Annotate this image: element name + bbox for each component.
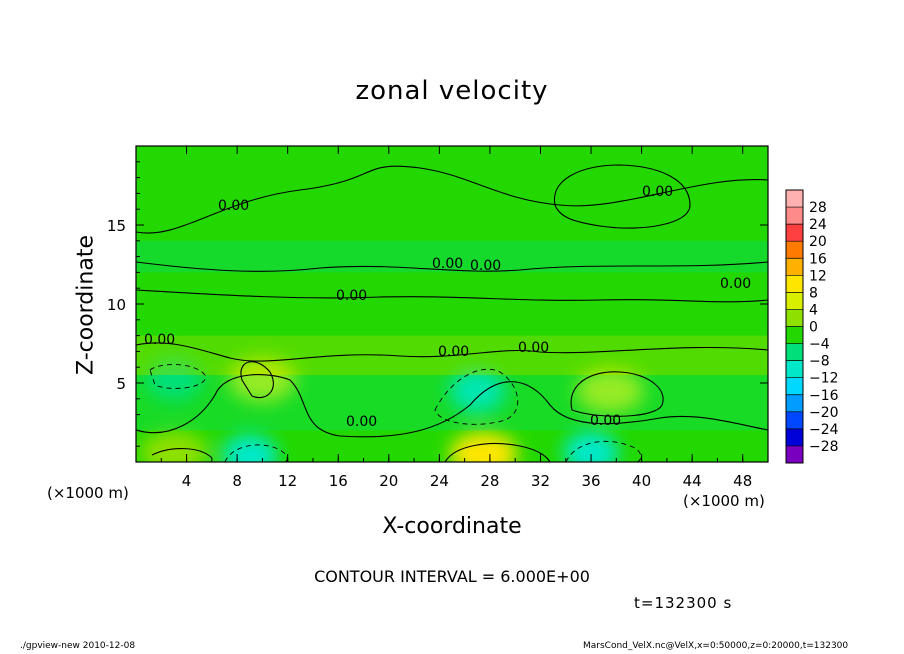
contour-lines [136,164,768,462]
colorbar-label: −16 [809,388,839,404]
x-tick-label: 12 [278,472,297,490]
y-axis-label: Z-coordinate [73,235,99,375]
y-axis: 5 10 15 [107,161,768,447]
field-extremum-min [221,433,278,462]
x-unit-label-right: (×1000 m) [683,492,765,510]
colorbar-swatch [786,411,803,430]
contour-label: 0.00 [144,332,175,348]
x-tick-label: 20 [379,472,398,490]
contour-label: 0.00 [438,344,469,360]
contour-line [136,289,768,303]
footer-left: ./gpview-new 2010-12-08 [20,641,136,651]
plot-area: 0.00 0.00 0.00 0.00 0.00 0.00 0.00 0.00 0.00 0.00… [135,145,769,463]
x-tick-label: 36 [581,472,600,490]
colorbar-label: 24 [809,217,827,233]
colorbar-swatch [786,343,803,362]
x-tick-label: 16 [329,472,348,490]
x-tick-label: 44 [683,472,702,490]
chart-title: zonal velocity [355,76,549,106]
field-extremum-max [139,430,208,462]
contour-line [136,342,768,362]
contour-label: 0.00 [590,413,621,429]
colorbar-label: 12 [809,268,827,284]
y-tick-label: 10 [107,296,126,314]
y-tick-label: 5 [116,375,126,393]
colorbar-label: −20 [809,405,839,421]
contour-label: 0.00 [518,340,549,356]
colorbar-swatch [786,275,803,293]
colorbar-swatch [786,309,803,327]
contour-line [136,165,768,234]
y-tick-label: 15 [107,217,126,235]
heatmap-field [139,356,644,462]
colorbar-label: −12 [809,371,839,387]
colorbar-swatch [786,241,803,259]
colorbar-swatch [786,292,803,310]
field-extremum-max [449,432,518,462]
x-axis-label: X-coordinate [382,514,522,539]
contour-line [151,448,213,459]
x-tick-label: 32 [531,472,550,490]
field-extremum-max [576,368,644,413]
contour-line [240,361,274,398]
x-tick-label: 4 [182,472,192,490]
colorbar-label: 4 [809,302,818,318]
contour-label: 0.00 [432,256,463,272]
weak-negative-band [136,240,768,273]
field-extremum-min [563,430,620,462]
colorbar-swatch [786,394,803,413]
colorbar-label: −4 [809,337,830,353]
colorbar-swatch [786,377,803,396]
colorbar-label: −8 [809,354,830,370]
x-tick-label: 40 [632,472,651,490]
x-unit-label: (×1000 m) [47,484,129,502]
colorbar-label: 8 [809,285,818,301]
negative-contour-line [224,444,288,462]
colorbar-swatch [786,258,803,276]
colorbar-label: −24 [809,422,839,438]
contour-line [136,261,768,272]
contour-line [136,374,768,438]
colorbar-swatch [786,428,803,447]
colorbar-swatch [786,326,803,345]
heatmap-background [136,146,768,462]
contour-label: 0.00 [346,414,377,430]
colorbar-label: 16 [809,251,827,267]
contour-line [553,164,691,229]
contour-label: 0.00 [642,184,673,200]
x-tick-label: 28 [480,472,499,490]
weak-negative-lower-band [136,375,768,431]
x-tick-label: 48 [733,472,752,490]
x-axis: 4 8 12 16 20 24 28 32 36 40 44 48 [160,146,752,490]
contour-interval-label: CONTOUR INTERVAL = 6.000E+00 [314,567,590,586]
colorbar-label: 0 [809,320,818,336]
colorbar-label: −28 [809,439,839,455]
contour-line [570,371,664,417]
contour-label: 0.00 [720,276,751,292]
x-tick-label: 8 [232,472,242,490]
colorbar-swatch [786,224,803,242]
contour-line [444,443,551,462]
colorbar-label: 28 [809,200,827,216]
contour-label: 0.00 [336,288,367,304]
colorbar-swatch [786,360,803,379]
negative-contour-lines [149,364,642,462]
negative-contour-line [565,440,642,462]
negative-contour-line [149,364,206,389]
footer-right: MarsCond_VelX.nc@VelX,x=0:50000,z=0:2000… [583,641,849,651]
field-extremum-max [228,357,297,402]
colorbar-swatch [786,207,803,225]
contour-label: 0.00 [470,258,501,274]
colorbar-swatch [786,445,803,464]
field-extremum-min [449,368,506,413]
field-extremum-min [145,356,202,401]
x-tick-label: 24 [430,472,449,490]
colorbar-label: 20 [809,234,827,250]
contour-label: 0.00 [218,198,249,214]
time-label: t=132300 s [634,594,733,612]
colorbar-swatch [786,190,803,208]
